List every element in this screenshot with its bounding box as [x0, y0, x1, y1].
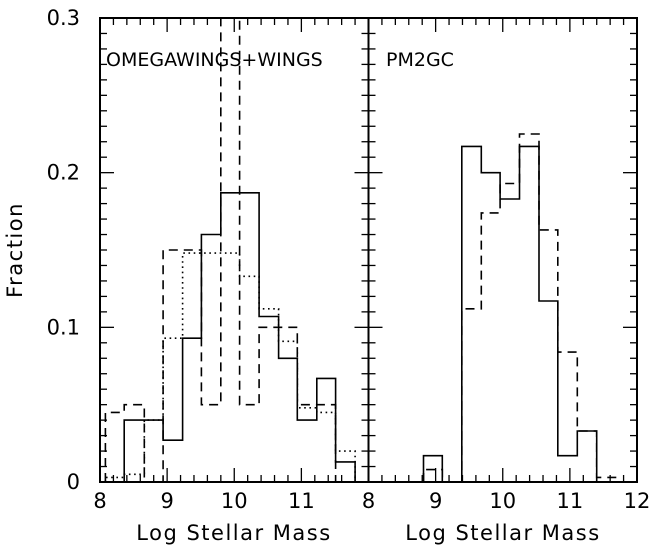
panel-omegawings-wings: OMEGAWINGS+WINGS 8 9 10 11 0 0.1 0.2 0.3 Log S… [3, 6, 370, 545]
right-x-tick-label: 12 [624, 489, 651, 513]
left-x-tick-label: 8 [93, 489, 106, 513]
right-x-tick-label: 8 [362, 489, 375, 513]
left-series-dotted [104, 252, 356, 482]
right-panel-frame [367, 17, 638, 483]
left-series-dashed [104, 17, 356, 483]
panel-pm2gc: PM2GC 8 9 10 11 12 Log Stellar Mass [362, 17, 651, 545]
right-ticks [367, 17, 638, 483]
left-x-tick-label: 9 [160, 489, 173, 513]
left-y-tick-label: 0.2 [47, 161, 80, 185]
right-x-tick-label: 11 [557, 489, 584, 513]
left-y-tick-labels: 0 0.1 0.2 0.3 [47, 6, 80, 494]
left-x-tick-label: 11 [288, 489, 315, 513]
left-y-tick-label: 0.1 [47, 315, 80, 339]
right-x-tick-labels: 8 9 10 11 12 [362, 489, 651, 513]
left-histograms [104, 17, 356, 483]
left-panel-label: OMEGAWINGS+WINGS [106, 49, 323, 71]
right-x-tick-label: 10 [489, 489, 516, 513]
y-axis-title: Fraction [3, 202, 27, 298]
left-ticks [99, 17, 370, 483]
left-y-tick-label: 0 [67, 470, 80, 494]
right-series-solid [402, 145, 598, 483]
left-y-tick-label: 0.3 [47, 6, 80, 30]
left-x-tick-label: 10 [221, 489, 248, 513]
right-panel-label: PM2GC [386, 49, 454, 71]
left-x-axis-title: Log Stellar Mass [136, 521, 331, 545]
left-panel-frame [99, 17, 370, 483]
right-x-tick-label: 9 [429, 489, 442, 513]
left-series-solid [105, 192, 356, 483]
right-x-axis-title: Log Stellar Mass [405, 521, 600, 545]
right-histograms [402, 133, 617, 483]
left-x-tick-labels: 8 9 10 11 [93, 489, 314, 513]
